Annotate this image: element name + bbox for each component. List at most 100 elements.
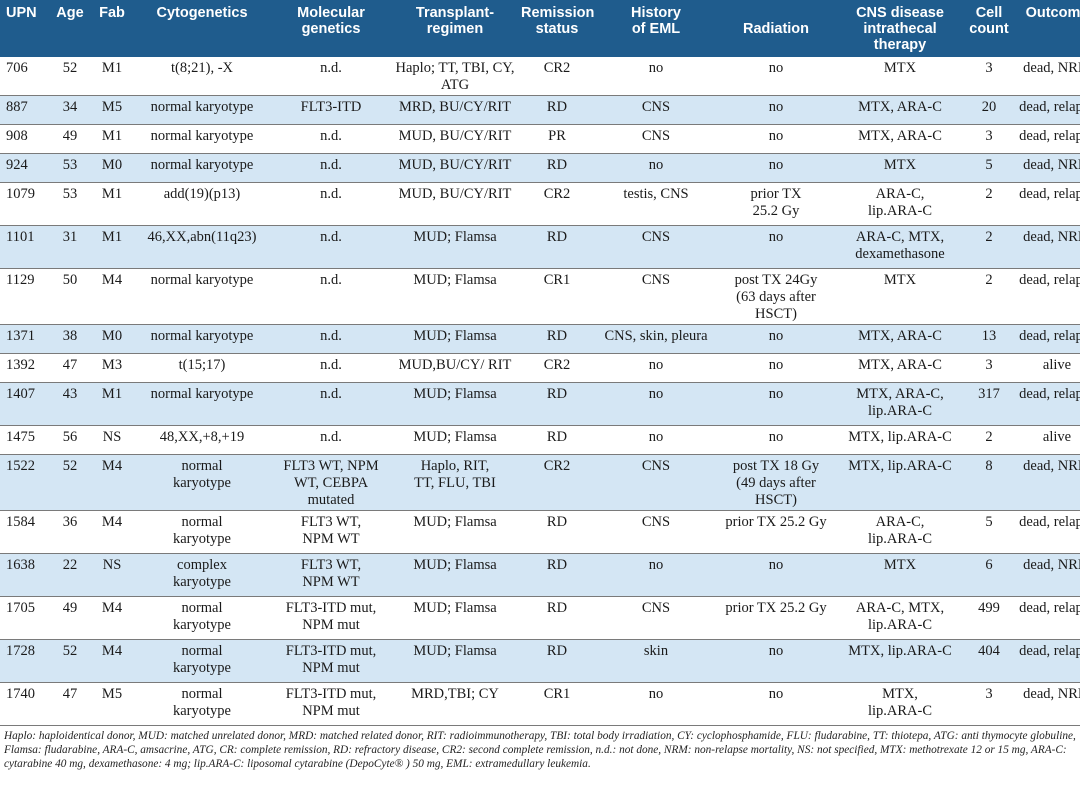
cell-history-of-eml: CNS xyxy=(596,269,716,325)
cell-remission-status: RD xyxy=(518,382,596,426)
cell-outcome: dead, NRM xyxy=(1014,225,1080,269)
cell-molecular-genetics: n.d. xyxy=(270,354,392,383)
cell-radiation: no xyxy=(716,95,836,125)
cell-line: 2 xyxy=(985,429,993,445)
cell-line: normal karyotype xyxy=(150,386,254,402)
cell-line: normal xyxy=(181,686,223,702)
cell-fab: M1 xyxy=(90,125,134,154)
cell-line: dead, relapse xyxy=(1019,386,1080,402)
cell-line: no xyxy=(648,357,664,373)
cell-history-of-eml: testis, CNS xyxy=(596,183,716,226)
cell-transplant-regimen: MUD; Flamsa xyxy=(392,324,518,354)
cell-line: RD xyxy=(546,157,568,173)
cell-line: M4 xyxy=(101,514,123,530)
cell-cns-therapy: MTX, ARA-C xyxy=(836,125,964,154)
cell-line: 5 xyxy=(985,157,993,173)
cell-line: normal karyotype xyxy=(150,128,254,144)
cell-line: lip.ARA-C xyxy=(867,617,933,633)
cell-line: CR2 xyxy=(543,60,571,76)
cell-line: 1371 xyxy=(6,328,35,344)
cell-cns-therapy: MTX, ARA-C xyxy=(836,354,964,383)
cell-molecular-genetics: FLT3 WT, NPM WT xyxy=(270,553,392,597)
cell-outcome: dead, relapse xyxy=(1014,597,1080,640)
cell-line: MUD, BU/CY/RIT xyxy=(398,157,512,173)
header-upn: UPN xyxy=(0,0,50,57)
cell-fab: NS xyxy=(90,426,134,455)
cell-line: no xyxy=(648,60,664,76)
cell-line: n.d. xyxy=(320,429,342,445)
cell-line: M1 xyxy=(101,186,123,202)
footnote: Haplo: haploidentical donor, MUD: matche… xyxy=(4,730,1076,770)
cell-line: ARA-C, MTX, xyxy=(855,229,945,245)
cell-line: MUD; Flamsa xyxy=(413,386,497,402)
cell-fab: M0 xyxy=(90,153,134,183)
cell-line: no xyxy=(648,686,664,702)
cell-line: FLT3-ITD mut, xyxy=(285,686,377,702)
cell-cell-count: 2 xyxy=(964,225,1014,269)
cell-radiation: prior TX 25.2 Gy xyxy=(716,511,836,554)
cell-line: CR1 xyxy=(543,686,571,702)
cell-cns-therapy: MTX xyxy=(836,553,964,597)
cell-line: NS xyxy=(102,429,122,445)
cell-age: 43 xyxy=(50,382,90,426)
cell-line: MTX xyxy=(883,272,917,288)
cell-line: RD xyxy=(546,328,568,344)
header-fab: Fab xyxy=(90,0,134,57)
cell-history-of-eml: no xyxy=(596,57,716,96)
cell-line: t(15;17) xyxy=(178,357,226,373)
cell-line: MTX xyxy=(883,60,917,76)
cell-line: M5 xyxy=(101,686,123,702)
cell-line: CR2 xyxy=(543,186,571,202)
cell-cell-count: 3 xyxy=(964,683,1014,726)
cell-line: RD xyxy=(546,99,568,115)
cell-upn: 908 xyxy=(0,125,50,154)
cell-molecular-genetics: FLT3-ITD mut, NPM mut xyxy=(270,597,392,640)
cell-line: lip.ARA-C xyxy=(867,703,933,719)
cell-line: NS xyxy=(102,557,122,573)
header-line: regimen xyxy=(426,21,484,37)
cell-remission-status: RD xyxy=(518,153,596,183)
cell-cytogenetics: normal karyotype xyxy=(134,125,270,154)
cell-line: PR xyxy=(548,128,566,144)
header-outcome: Outcome xyxy=(1014,0,1080,57)
cell-line: karyotype xyxy=(173,617,231,633)
cell-line: karyotype xyxy=(173,574,231,590)
cell-radiation: no xyxy=(716,382,836,426)
cell-line: no xyxy=(768,229,784,245)
cell-line: no xyxy=(648,429,664,445)
header-line xyxy=(137,21,267,37)
cell-line: n.d. xyxy=(320,386,342,402)
cell-line: no xyxy=(768,386,784,402)
cell-line: 48,XX,+8,+19 xyxy=(159,429,245,445)
cell-upn: 1475 xyxy=(0,426,50,455)
cell-line: CR2 xyxy=(543,357,571,373)
header-line: Radiation xyxy=(742,21,810,37)
cell-transplant-regimen: Haplo; TT, TBI, CY, ATG xyxy=(392,57,518,96)
cell-radiation: no xyxy=(716,553,836,597)
cell-line: dead, NRM xyxy=(1023,60,1080,76)
cell-line: CNS xyxy=(641,128,671,144)
cell-cell-count: 2 xyxy=(964,426,1014,455)
cell-line: 404 xyxy=(978,643,1000,659)
cell-line: M5 xyxy=(101,99,123,115)
cell-line: 3 xyxy=(985,357,993,373)
header-line xyxy=(93,21,131,37)
cell-line: RD xyxy=(546,643,568,659)
cell-cytogenetics: normal karyotype xyxy=(134,324,270,354)
cell-line: 887 xyxy=(6,99,28,115)
cell-cns-therapy: MTX, ARA-C, lip.ARA-C xyxy=(836,382,964,426)
cell-line: MUD; Flamsa xyxy=(413,643,497,659)
cell-line: dead, relapse xyxy=(1019,328,1080,344)
cell-line: 52 xyxy=(62,458,78,474)
table-row: 1371 38 M0 normal karyotype n.d. MUD; Flamsa R… xyxy=(0,324,1080,354)
cell-upn: 1371 xyxy=(0,324,50,354)
cell-line: M1 xyxy=(101,386,123,402)
cell-molecular-genetics: FLT3 WT, NPM WT xyxy=(270,511,392,554)
cell-line: 2 xyxy=(985,229,993,245)
cell-line: 1392 xyxy=(6,357,35,373)
cell-cns-therapy: MTX, lip.ARA-C xyxy=(836,639,964,683)
cell-transplant-regimen: MUD; Flamsa xyxy=(392,426,518,455)
cell-line: M1 xyxy=(101,229,123,245)
cell-history-of-eml: CNS, skin, pleura xyxy=(596,324,716,354)
cell-transplant-regimen: MUD, BU/CY/RIT xyxy=(392,183,518,226)
